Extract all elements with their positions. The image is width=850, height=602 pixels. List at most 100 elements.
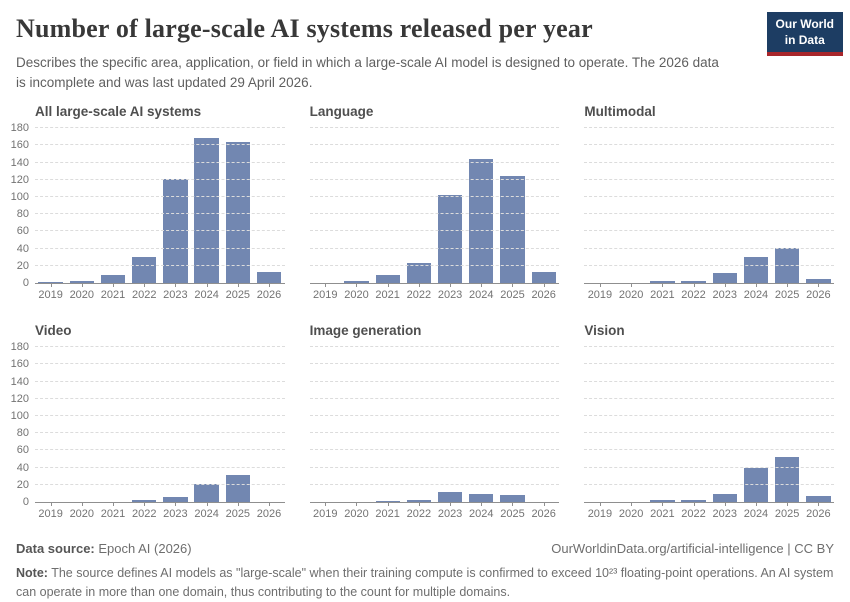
bar-language-2023[interactable]	[437, 195, 463, 284]
bar-vision-2021[interactable]	[650, 500, 675, 503]
x-axis-tick-mark	[144, 503, 146, 507]
panel-title: Vision	[584, 323, 625, 339]
panel-x-axis: 2019 2020 2021 2022 2023 2024 2025 2026	[310, 503, 560, 520]
bar-all-large-scale-ai-systems-2022[interactable]	[132, 257, 157, 284]
x-axis-tick: 2021	[647, 284, 678, 301]
x-axis-tick-label: 2020	[69, 289, 95, 302]
bar-slot	[129, 347, 160, 503]
x-axis-tick-mark	[662, 503, 664, 507]
panel-plot-area: 0 20 40 60 80 100 120 140 160 180	[11, 122, 285, 289]
bar-all-large-scale-ai-systems-2021[interactable]	[100, 274, 126, 284]
x-axis-tick-label: 2019	[38, 508, 63, 521]
gridline	[35, 213, 285, 215]
x-axis-tick: 2024	[191, 503, 222, 520]
bar-image-generation-2022[interactable]	[406, 499, 432, 503]
bar-image-generation-2025[interactable]	[500, 495, 525, 503]
y-axis-tick-label: 160	[10, 139, 29, 152]
bar-video-2023[interactable]	[163, 496, 188, 503]
x-axis-tick: 2023	[434, 284, 465, 301]
bar-slot	[253, 347, 284, 502]
bar-language-2020[interactable]	[344, 281, 369, 284]
gridline	[584, 397, 834, 399]
bar-vision-2024[interactable]	[743, 467, 769, 503]
x-axis-tick-mark	[237, 503, 239, 507]
gridline	[35, 363, 285, 365]
bar-video-2025[interactable]	[225, 474, 250, 503]
gridline	[584, 466, 834, 468]
bar-multimodal-2026[interactable]	[806, 278, 831, 284]
x-axis-tick: 2019	[584, 284, 615, 301]
panel-x-axis: 2019 2020 2021 2022 2023 2024 2025 2026	[310, 284, 560, 301]
gridline	[309, 466, 560, 468]
y-axis-tick-label: 140	[10, 156, 29, 169]
owid-logo[interactable]: Our World in Data	[766, 12, 843, 57]
bar-slot	[772, 128, 803, 284]
x-axis-tick: 2022	[403, 503, 434, 520]
x-axis-tick-label: 2024	[743, 289, 769, 302]
bar-slot	[403, 347, 434, 503]
bar-vision-2023[interactable]	[712, 493, 737, 503]
bar-language-2022[interactable]	[406, 263, 432, 284]
gridline	[584, 380, 834, 382]
bar-image-generation-2023[interactable]	[437, 491, 463, 503]
bar-multimodal-2023[interactable]	[712, 272, 737, 284]
x-axis-tick: 2026	[528, 503, 559, 520]
y-axis-tick-label: 20	[16, 478, 29, 491]
bar-vision-2022[interactable]	[681, 500, 706, 503]
bar-slot	[129, 128, 160, 284]
y-axis-tick-label: 60	[16, 225, 29, 238]
attribution-link[interactable]: OurWorldinData.org/artificial-intelligen…	[551, 541, 834, 557]
bar-all-large-scale-ai-systems-2026[interactable]	[256, 271, 282, 284]
bar-multimodal-2024[interactable]	[743, 257, 769, 284]
bar-language-2026[interactable]	[531, 271, 556, 284]
x-axis-tick-label: 2024	[194, 508, 219, 521]
x-axis-tick-mark	[269, 503, 271, 507]
bar-image-generation-2024[interactable]	[469, 494, 494, 503]
x-axis-tick-mark	[356, 503, 358, 507]
gridline	[309, 346, 560, 348]
bar-all-large-scale-ai-systems-2024[interactable]	[194, 138, 219, 284]
bar-all-large-scale-ai-systems-2025[interactable]	[225, 141, 250, 284]
bar-image-generation-2021[interactable]	[375, 501, 400, 503]
bar-all-large-scale-ai-systems-2020[interactable]	[69, 281, 94, 284]
bar-multimodal-2022[interactable]	[681, 281, 706, 284]
x-axis-tick-label: 2025	[500, 289, 525, 302]
x-axis-tick: 2022	[403, 284, 434, 301]
bar-multimodal-2021[interactable]	[650, 281, 675, 284]
gridline	[584, 432, 834, 434]
bar-vision-2026[interactable]	[806, 496, 831, 503]
gridline	[309, 230, 560, 232]
owid-logo-line1: Our World	[775, 17, 834, 31]
x-axis-tick-mark	[144, 284, 146, 288]
bar-video-2024[interactable]	[194, 484, 219, 503]
y-axis-tick-label: 40	[16, 461, 29, 474]
x-axis-tick-mark	[818, 503, 820, 507]
bar-language-2021[interactable]	[375, 274, 400, 284]
panel-title: Video	[35, 323, 72, 339]
panel-title: Language	[309, 104, 374, 120]
gridline	[35, 415, 285, 417]
x-axis-tick: 2024	[466, 503, 497, 520]
bar-vision-2025[interactable]	[774, 456, 800, 503]
panel-plot-area: 0 20 40 60 80 100 120 140 160 180	[11, 341, 285, 508]
x-axis-tick-label: 2021	[650, 508, 675, 521]
x-axis-tick-mark	[599, 284, 601, 288]
y-axis-tick-label: 180	[10, 341, 29, 354]
gridline	[584, 213, 834, 215]
y-axis-tick-label: 120	[10, 173, 29, 186]
bar-slot	[466, 347, 497, 503]
gridline	[309, 196, 560, 198]
panel-x-axis: 2019 2020 2021 2022 2023 2024 2025 2026	[35, 503, 285, 520]
x-axis-tick: 2024	[740, 284, 771, 301]
bar-all-large-scale-ai-systems-2019[interactable]	[38, 282, 63, 284]
x-axis-tick-mark	[724, 284, 726, 288]
bar-slot	[740, 128, 771, 284]
gridline	[309, 415, 560, 417]
chart-panel: Video 0 20 40 60 80 100 120 140 160 180 2019 2020 2…	[11, 323, 285, 520]
bar-slot	[616, 128, 647, 283]
bar-video-2022[interactable]	[132, 500, 157, 503]
gridline	[584, 178, 834, 180]
x-axis-tick-label: 2026	[531, 508, 556, 521]
x-axis-tick-label: 2020	[344, 508, 369, 521]
bar-slot	[497, 128, 528, 284]
